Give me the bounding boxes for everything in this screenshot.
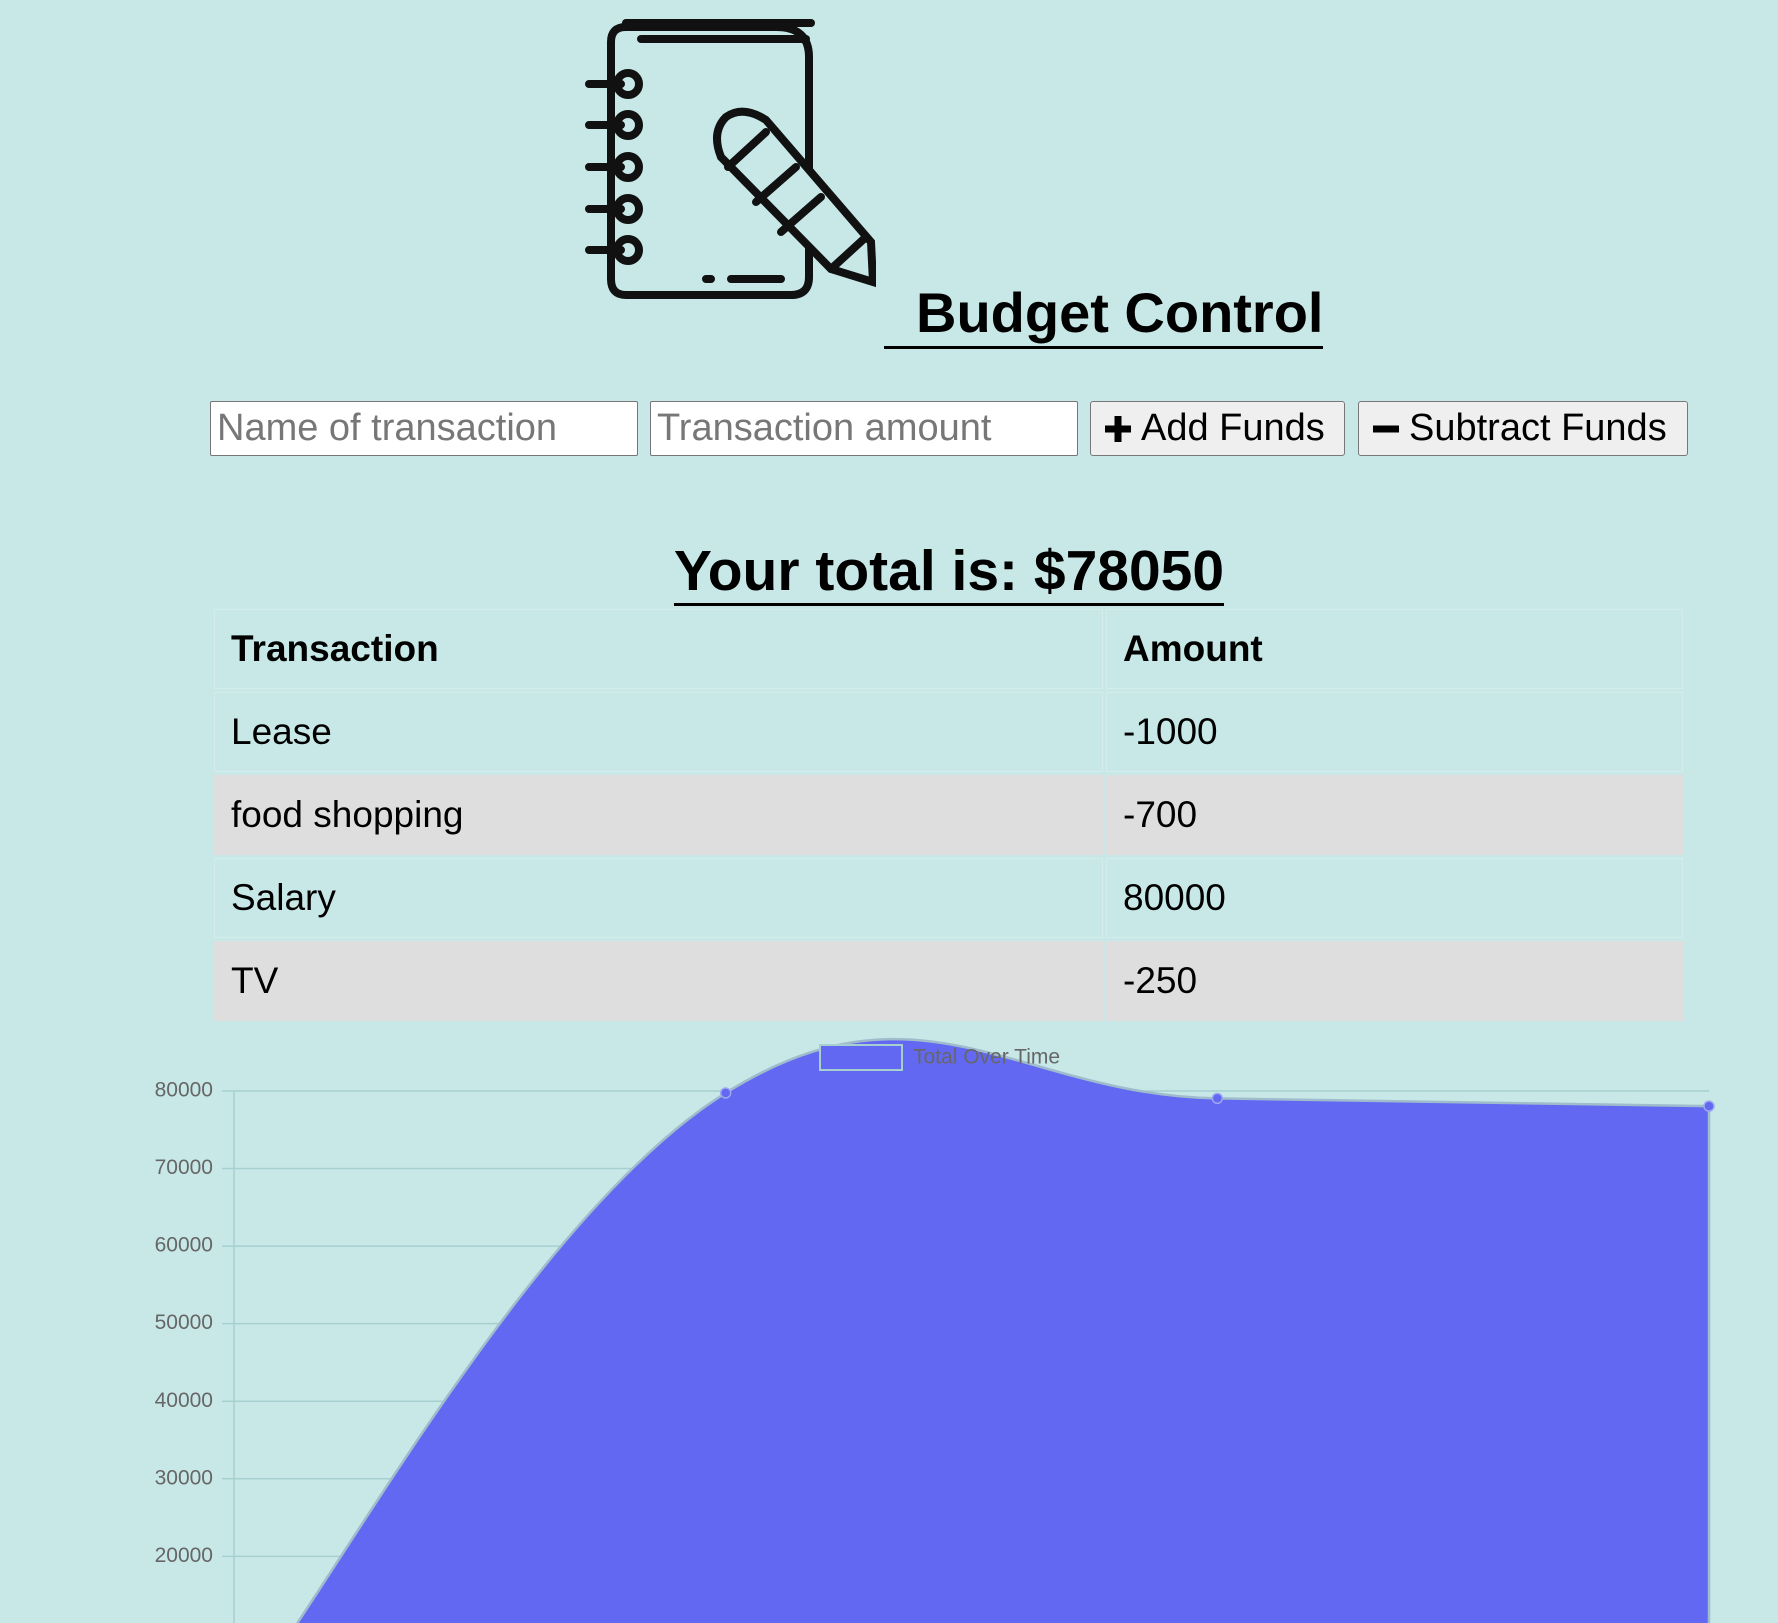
header-row: Transaction Amount xyxy=(214,609,1683,689)
table-cell: -1000 xyxy=(1106,692,1683,772)
table-row: Lease -1000 xyxy=(214,692,1683,772)
table-cell: Salary xyxy=(214,858,1103,938)
area xyxy=(295,1037,1711,1623)
name-input[interactable] xyxy=(210,401,638,456)
y-tick-label: 70000 xyxy=(155,1156,213,1179)
table-cell: 80000 xyxy=(1106,858,1683,938)
header-cell: Transaction xyxy=(214,609,1103,689)
header-cell: Amount xyxy=(1106,609,1683,689)
notebook-icon xyxy=(585,19,876,299)
table-row: TV -250 xyxy=(214,941,1683,1021)
point xyxy=(1211,1092,1224,1105)
table-cell: Lease xyxy=(214,692,1103,772)
y-tick-label: 40000 xyxy=(155,1389,213,1412)
add-button[interactable]: Add Funds xyxy=(1090,401,1345,456)
plus-icon xyxy=(1105,415,1131,442)
point xyxy=(719,1087,732,1099)
table-row: food shopping -700 xyxy=(214,775,1683,855)
subtract-button[interactable]: Subtract Funds xyxy=(1358,401,1688,456)
legend-swatch xyxy=(819,1044,903,1071)
button-label: Add Funds xyxy=(1141,407,1325,449)
legend-label: Total Over Time xyxy=(913,1046,1060,1069)
button-label: Subtract Funds xyxy=(1409,407,1667,449)
y-tick-label: 80000 xyxy=(155,1079,213,1102)
transactions-table: Transaction Amount Lease -1000 food shoppi… xyxy=(211,606,1686,1024)
table-row: Salary 80000 xyxy=(214,858,1683,938)
total-heading: Your total is: $78050 xyxy=(0,538,1778,606)
table-cell: TV xyxy=(214,941,1103,1021)
amount-input[interactable] xyxy=(650,401,1078,456)
point xyxy=(1703,1100,1715,1112)
y-tick-label: 30000 xyxy=(155,1466,213,1489)
app-title: Budget Control xyxy=(884,280,1324,349)
total-text: Your total is: $78050 xyxy=(673,539,1225,606)
table-cell: -250 xyxy=(1106,941,1683,1021)
chart: 20000 30000 40000 50000 60000 70000 80000 Total… xyxy=(155,1037,1715,1623)
y-tick-label: 60000 xyxy=(155,1234,213,1257)
y-tick-label: 50000 xyxy=(155,1311,213,1334)
y-tick-label: 20000 xyxy=(155,1544,213,1567)
minus-icon xyxy=(1373,425,1399,432)
table-cell: -700 xyxy=(1106,775,1683,855)
table-cell: food shopping xyxy=(214,775,1103,855)
